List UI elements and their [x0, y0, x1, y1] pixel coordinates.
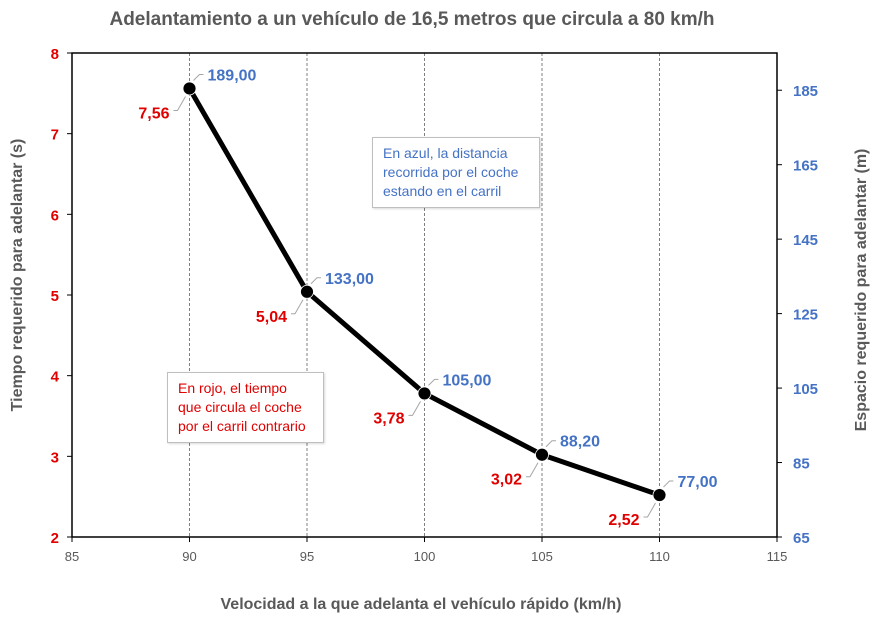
y-tick-label: 6 — [51, 207, 59, 224]
x-tick-label: 110 — [649, 549, 670, 564]
y2-tick-label: 185 — [793, 83, 818, 100]
y-tick-label: 4 — [51, 369, 60, 386]
y-tick-label: 3 — [51, 449, 59, 466]
data-label-distance: 88,20 — [560, 434, 600, 451]
grid — [189, 53, 660, 537]
data-label-distance: 105,00 — [443, 372, 492, 389]
x-tick-label: 115 — [767, 549, 788, 564]
x-tick-label: 100 — [414, 549, 436, 564]
y-axis-right-ticks: 65 85 105 125 145 165 185 — [777, 83, 818, 547]
leader-blue — [428, 378, 439, 386]
y2-tick-label: 145 — [793, 232, 818, 249]
leader-blue — [663, 480, 674, 488]
x-tick-label: 90 — [182, 549, 196, 564]
leader-blue — [310, 277, 321, 285]
x-tick-label: 85 — [65, 549, 79, 564]
data-label-distance: 133,00 — [325, 271, 374, 288]
data-label-time: 3,78 — [373, 410, 404, 427]
data-label-time: 3,02 — [491, 472, 522, 489]
data-point — [182, 81, 197, 96]
y2-tick-label: 105 — [793, 381, 818, 398]
y2-tick-label: 165 — [793, 158, 818, 175]
y2-tick-label: 85 — [793, 456, 810, 473]
data-label-time: 5,04 — [256, 309, 287, 326]
data-label-distance: 189,00 — [208, 67, 257, 84]
label-leaders — [173, 73, 674, 518]
leader-blue — [193, 73, 204, 81]
y-tick-label: 2 — [51, 530, 59, 547]
y2-tick-label: 65 — [793, 530, 810, 547]
y2-tick-label: 125 — [793, 307, 818, 324]
data-point — [300, 284, 314, 299]
data-point — [535, 447, 549, 462]
leader-red — [408, 401, 421, 416]
leader-red — [291, 299, 304, 315]
x-axis-title: Velocidad a la que adelanta el vehículo … — [221, 596, 622, 613]
leader-red — [526, 462, 539, 478]
leader-red — [173, 96, 186, 111]
data-labels: 7,56 189,00 5,04 133,00 3,78 105,00 3,02 88,20 2… — [138, 67, 717, 529]
data-label-time: 2,52 — [608, 512, 639, 529]
annotation-blue: En azul, la distancia recorrida por el c… — [372, 137, 540, 208]
data-point — [417, 386, 432, 401]
data-point — [652, 488, 667, 502]
chart-title: Adelantamiento a un vehículo de 16,5 met… — [109, 9, 714, 30]
data-points — [182, 81, 667, 502]
leader-blue — [545, 440, 556, 448]
y-axis-left-title: Tiempo requerido para adelantar (s) — [9, 139, 26, 412]
x-axis-ticks: 85 90 95 100 105 110 115 — [65, 537, 788, 564]
y-tick-label: 7 — [51, 127, 59, 144]
leader-red — [643, 502, 656, 518]
annotation-red: En rojo, el tiempo que circula el coche … — [167, 372, 324, 443]
y-axis-left-ticks: 2 3 4 5 6 7 8 — [51, 46, 72, 547]
x-tick-label: 95 — [300, 549, 314, 564]
y-tick-label: 5 — [51, 288, 59, 305]
data-label-distance: 77,00 — [678, 474, 718, 491]
x-tick-label: 105 — [531, 549, 553, 564]
data-label-time: 7,56 — [138, 105, 169, 122]
y-axis-right-title: Espacio requerido para adelantar (m) — [853, 149, 870, 432]
y-tick-label: 8 — [51, 46, 59, 63]
